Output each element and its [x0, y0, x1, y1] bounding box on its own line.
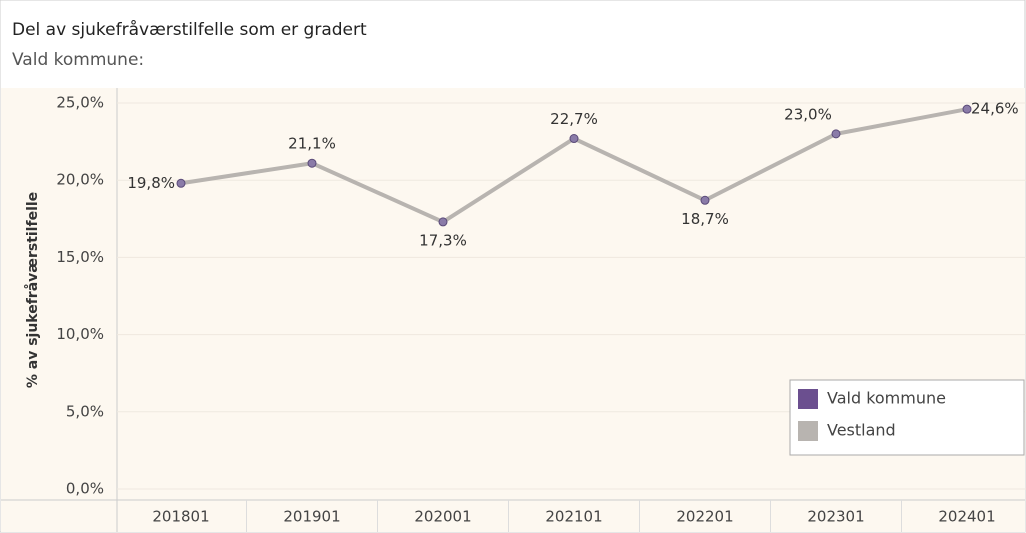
point: [438, 217, 448, 227]
data-label: 17,3%: [419, 231, 467, 249]
chart-title: Del av sjukefråværstilfelle som er grade…: [12, 19, 367, 40]
point: [962, 104, 972, 114]
x-tick-label: 202001: [414, 508, 471, 526]
y-tick-label: 15,0%: [56, 248, 104, 266]
legend-label: Vestland: [827, 421, 896, 440]
data-label: 24,6%: [971, 100, 1019, 118]
point: [307, 158, 317, 168]
chart-subtitle: Vald kommune:: [12, 50, 144, 70]
y-tick-label: 0,0%: [66, 480, 104, 498]
x-tick-label: 201801: [152, 508, 209, 526]
x-tick-label: 202301: [807, 508, 864, 526]
data-label: 21,1%: [288, 135, 336, 153]
data-label: 18,7%: [681, 210, 729, 228]
legend-label: Vald kommune: [827, 389, 946, 408]
data-label: 22,7%: [550, 110, 598, 128]
legend-swatch: [798, 421, 818, 441]
legend-box: [789, 379, 1025, 456]
legend-swatch: [798, 389, 818, 409]
x-tick-label: 202401: [938, 508, 995, 526]
x-tick-label: 201901: [283, 508, 340, 526]
x-tick-label: 202201: [676, 508, 733, 526]
y-tick-label: 10,0%: [56, 325, 104, 343]
point: [700, 195, 710, 205]
y-tick-label: 20,0%: [56, 171, 104, 189]
point: [831, 129, 841, 139]
data-label: 19,8%: [127, 174, 175, 192]
data-label: 23,0%: [784, 105, 832, 123]
y-tick-label: 5,0%: [66, 402, 104, 420]
y-axis-title: % av sjukefråværstilfelle: [24, 192, 41, 388]
point: [176, 178, 186, 188]
plot-background: [1, 88, 1025, 532]
point: [569, 134, 579, 144]
x-tick-label: 202101: [545, 508, 602, 526]
y-tick-label: 25,0%: [56, 94, 104, 112]
